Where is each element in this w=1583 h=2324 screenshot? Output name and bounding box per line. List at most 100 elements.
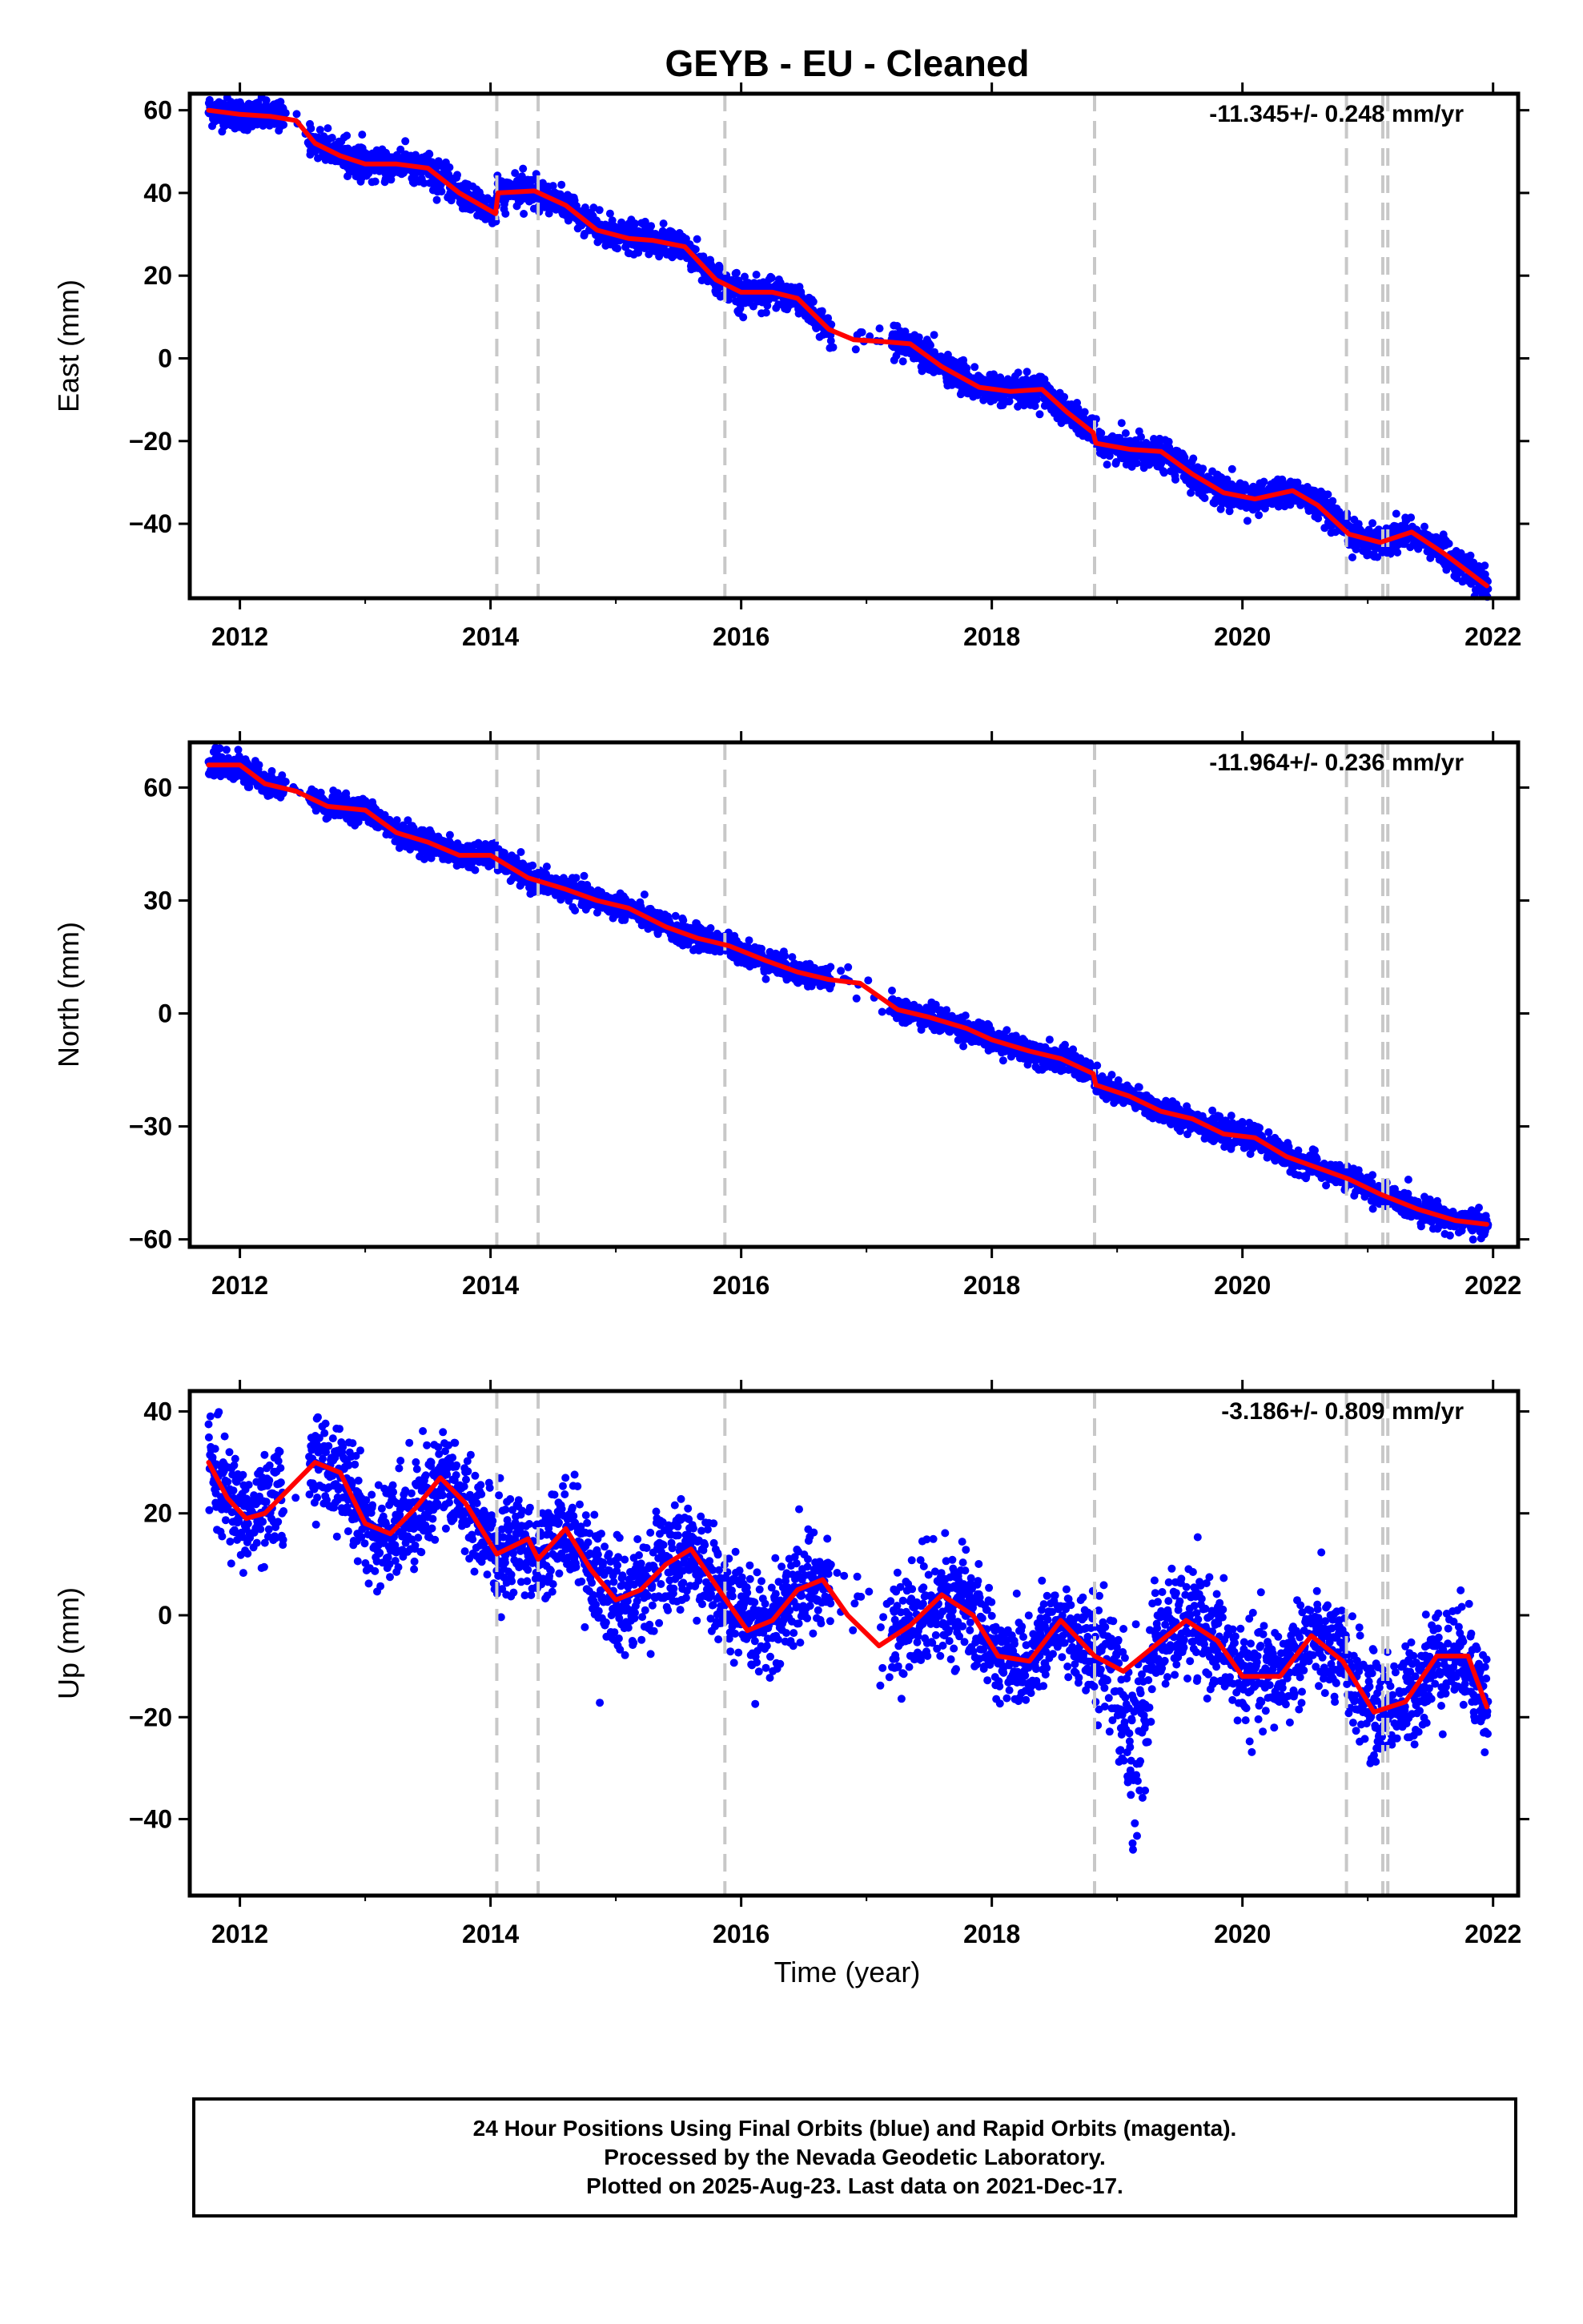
- east-data-point: [1121, 429, 1130, 437]
- east-y-axis-label: East (mm): [52, 279, 85, 412]
- east-data-point: [930, 331, 938, 340]
- east-data-point: [1227, 464, 1236, 473]
- east-data-point: [205, 95, 214, 104]
- east-data-point: [371, 177, 380, 186]
- east-model-line: [206, 107, 1489, 589]
- east-y-tick-label: 40: [143, 179, 172, 207]
- east-x-tick-label: 2022: [1464, 622, 1521, 651]
- east-data-point: [809, 297, 818, 306]
- east-data-point: [732, 268, 741, 277]
- east-data-point: [281, 109, 290, 118]
- east-data-point: [1420, 522, 1428, 531]
- east-data-point: [613, 244, 622, 253]
- east-data-point: [1117, 419, 1126, 428]
- east-data-point: [605, 209, 614, 218]
- east-data-point: [501, 209, 510, 218]
- east-data-point: [1103, 460, 1111, 469]
- east-x-tick-label: 2014: [462, 622, 519, 651]
- east-data-point: [453, 171, 461, 179]
- north-data-points: [204, 743, 1493, 1244]
- east-data-point: [1035, 410, 1044, 419]
- east-data-point: [608, 216, 617, 225]
- east-data-points: [204, 93, 1493, 601]
- north-data-point: [471, 866, 480, 875]
- east-data-point: [1260, 477, 1268, 486]
- east-model-curve: [206, 107, 1489, 589]
- east-data-point: [1060, 392, 1069, 401]
- north-data-point: [745, 936, 753, 945]
- east-x-tick-label: 2016: [713, 622, 769, 651]
- east-data-point: [1392, 509, 1400, 518]
- east-data-point: [1199, 464, 1207, 473]
- north-data-point: [826, 963, 835, 971]
- north-data-point: [671, 911, 680, 920]
- north-data-point: [878, 1007, 886, 1016]
- east-data-point: [323, 124, 332, 133]
- east-data-point: [1200, 494, 1209, 502]
- east-data-point: [693, 235, 701, 243]
- north-data-point: [392, 816, 401, 825]
- north-data-point: [215, 744, 224, 753]
- east-data-point: [1407, 513, 1416, 522]
- east-data-point: [1080, 408, 1089, 416]
- east-data-point: [548, 182, 557, 191]
- east-data-point: [962, 364, 971, 372]
- north-data-point: [852, 994, 861, 1003]
- east-y-tick-label: −20: [129, 427, 172, 456]
- east-data-point: [262, 96, 271, 105]
- east-data-point: [1348, 553, 1356, 561]
- east-offset-lines: [495, 94, 1390, 598]
- east-data-point: [520, 210, 528, 218]
- east-y-tick-label: 0: [158, 344, 172, 372]
- east-data-point: [898, 357, 907, 366]
- east-data-point: [829, 343, 838, 352]
- east-data-point: [926, 341, 934, 350]
- north-data-point: [267, 766, 276, 775]
- east-data-point: [519, 164, 528, 173]
- north-data-point: [571, 906, 580, 915]
- north-data-point: [640, 891, 649, 899]
- east-data-point: [1368, 519, 1377, 528]
- north-data-point: [781, 951, 789, 960]
- east-data-point: [767, 274, 776, 283]
- east-data-point: [739, 313, 748, 322]
- east-data-point: [529, 175, 537, 184]
- east-data-point: [647, 222, 656, 231]
- east-data-point: [761, 308, 770, 317]
- east-data-point: [659, 219, 668, 228]
- north-data-point: [281, 778, 290, 786]
- north-data-point: [580, 871, 589, 880]
- east-data-point: [1014, 368, 1023, 377]
- east-y-tick-label: 20: [143, 261, 172, 290]
- north-data-point: [888, 987, 896, 995]
- east-data-point: [752, 271, 761, 279]
- north-data-point: [844, 963, 853, 971]
- east-data-point: [970, 363, 979, 372]
- east-data-point: [327, 134, 336, 142]
- east-x-tick-label: 2012: [211, 622, 268, 651]
- north-data-point: [255, 761, 263, 770]
- east-rate-label: -11.345+/- 0.248 mm/yr: [1209, 101, 1464, 127]
- east-data-point: [1444, 539, 1453, 548]
- north-data-point: [445, 830, 454, 839]
- east-data-point: [1243, 517, 1252, 525]
- east-data-point: [396, 145, 405, 154]
- east-data-point: [1189, 454, 1198, 463]
- east-data-point: [1466, 551, 1475, 560]
- north-data-point: [761, 975, 770, 983]
- east-data-point: [1481, 561, 1489, 570]
- east-data-point: [1132, 459, 1141, 468]
- east-data-point: [595, 206, 604, 215]
- north-data-point: [516, 848, 525, 856]
- east-data-point: [875, 324, 884, 333]
- east-x-tick-label: 2018: [963, 622, 1020, 651]
- north-data-point: [542, 862, 551, 871]
- east-data-point: [279, 120, 288, 129]
- east-data-point: [445, 163, 454, 171]
- north-data-point: [837, 967, 846, 975]
- north-data-point: [679, 916, 688, 925]
